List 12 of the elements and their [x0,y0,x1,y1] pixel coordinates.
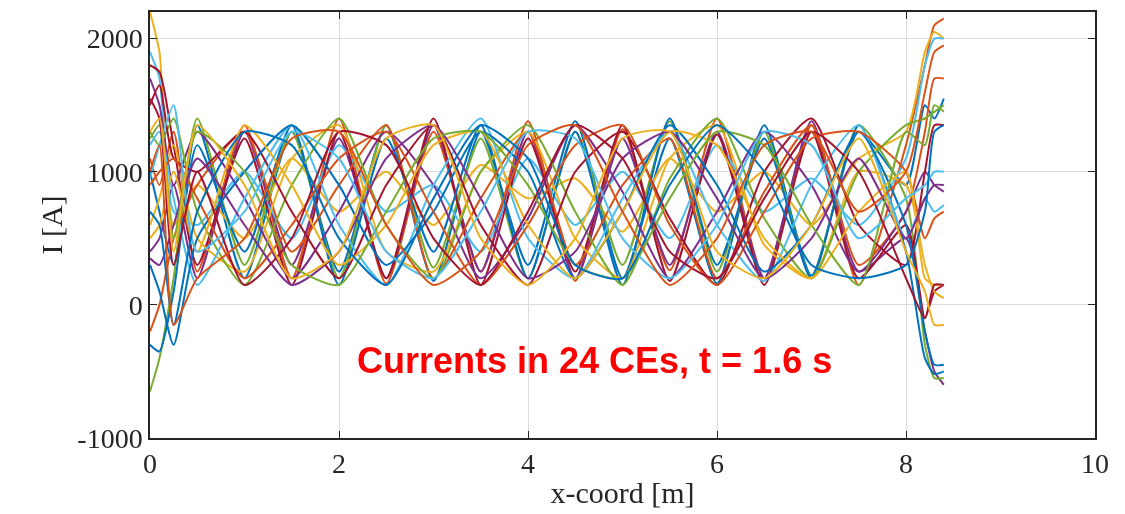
y-axis-title: I [A] [34,195,68,255]
y-tick-label: 0 [128,289,143,321]
y-tick-label: -1000 [77,422,143,454]
y-tick-label: 2000 [86,23,143,55]
y-tick-label: 1000 [86,156,143,188]
x-tick-label: 6 [710,448,724,480]
annotation: Currents in 24 CEs, t = 1.6 s [357,340,833,381]
x-axis-title: x-coord [m] [550,476,695,510]
x-tick-label: 4 [521,448,535,480]
x-tick-label: 8 [899,448,913,480]
x-tick-label: 2 [332,448,346,480]
x-tick-label: 10 [1081,448,1109,480]
